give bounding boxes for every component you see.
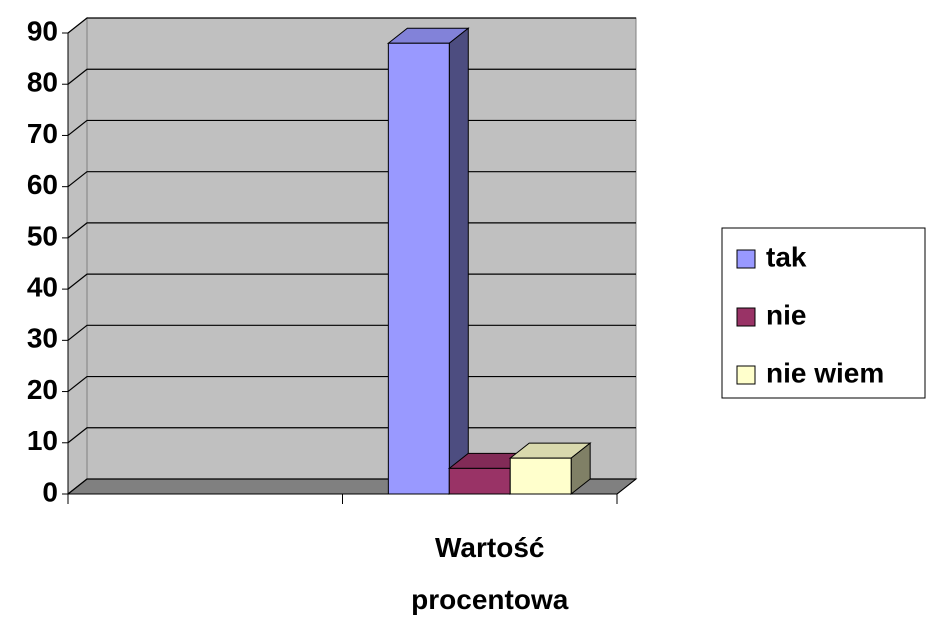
side-wall [67, 16, 88, 496]
bar [509, 457, 572, 495]
y-tick-label: 20 [27, 374, 58, 405]
legend-box [721, 227, 926, 399]
bar [448, 467, 511, 495]
legend-swatch [736, 365, 756, 385]
y-tick-label: 70 [27, 118, 58, 149]
bar [387, 42, 450, 495]
y-tick-label: 60 [27, 169, 58, 200]
legend-swatch [736, 249, 756, 269]
y-tick-label: 0 [42, 476, 58, 507]
back-wall [86, 17, 637, 480]
legend-label: nie [766, 299, 806, 330]
y-tick-label: 30 [27, 323, 58, 354]
y-tick-label: 50 [27, 220, 58, 251]
grid-line [67, 17, 636, 34]
chart: 0 10 20 30 40 50 60 70 80 90 tak nie nie wiem [27, 15, 926, 507]
x-tick-label: Wartość procentowa [411, 532, 569, 615]
bar-side [448, 27, 469, 496]
x-axis-end [616, 478, 637, 495]
legend-label: tak [766, 241, 807, 272]
legend-swatch [736, 307, 756, 327]
legend-label: nie wiem [766, 357, 884, 388]
y-tick-label: 10 [27, 425, 58, 456]
y-tick-label: 40 [27, 272, 58, 303]
y-tick-label: 80 [27, 67, 58, 98]
y-tick-label: 90 [27, 15, 58, 46]
